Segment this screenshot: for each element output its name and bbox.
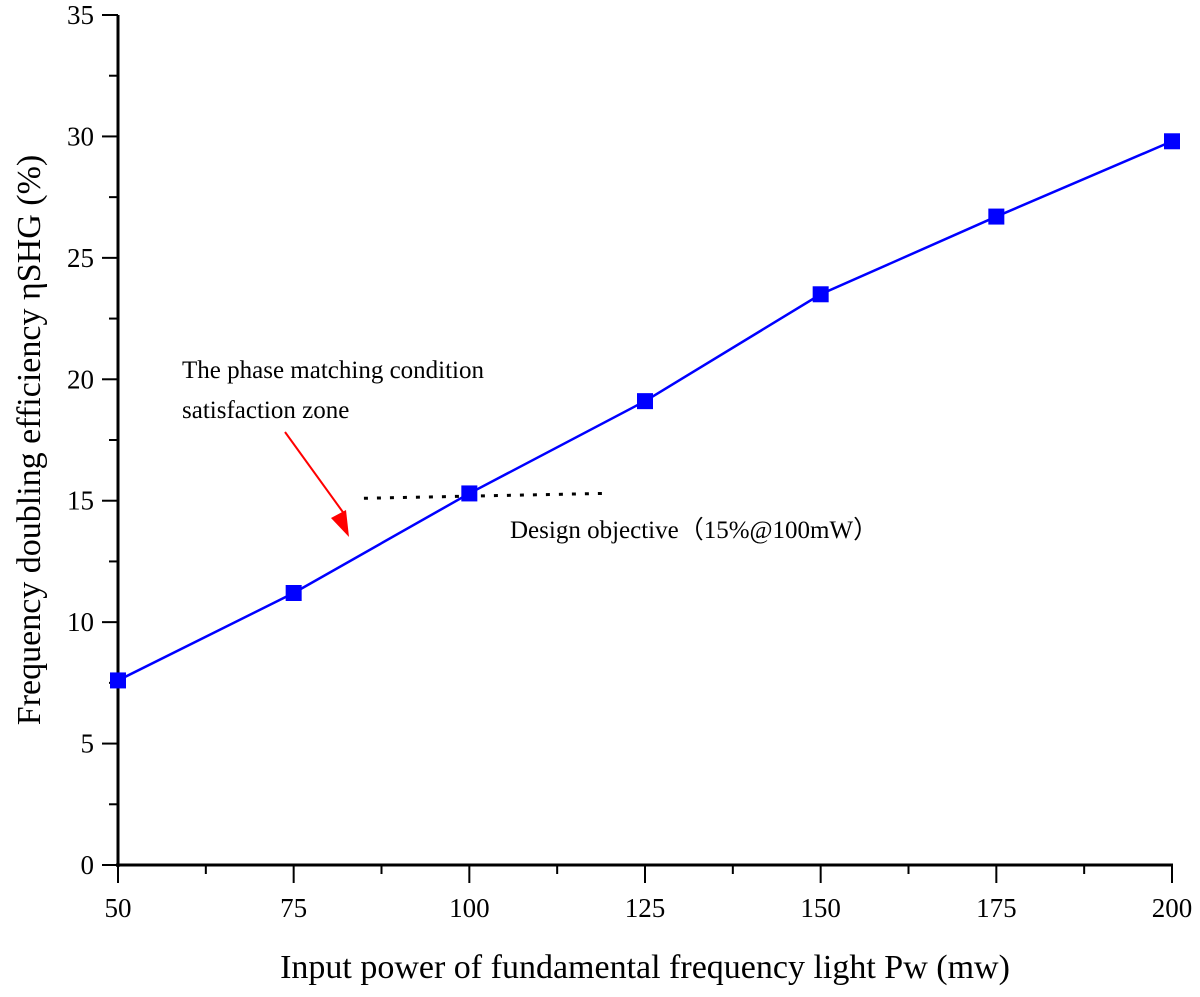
x-tick-label: 200: [1152, 893, 1193, 923]
data-point: [637, 393, 653, 410]
y-axis-label: Frequency doubling efficiency ηSHG (%): [11, 155, 48, 725]
y-tick-label: 5: [81, 729, 95, 759]
y-tick-label: 15: [67, 486, 94, 516]
x-tick-label: 150: [800, 893, 841, 923]
data-point: [1164, 133, 1180, 150]
x-axis-label: Input power of fundamental frequency lig…: [280, 949, 1010, 986]
data-point: [988, 208, 1005, 225]
data-point: [461, 485, 478, 502]
y-tick-label: 10: [67, 607, 94, 637]
x-tick-label: 125: [625, 893, 666, 923]
design-objective-line: [363, 491, 603, 500]
data-point: [110, 672, 126, 689]
y-tick-label: 30: [67, 121, 94, 151]
series: [110, 133, 1180, 689]
design-objective-dotted-line: [363, 491, 603, 500]
annotation-phase-line1: The phase matching condition: [182, 357, 485, 384]
annotation-design-objective: Design objective（15%@100mW）: [510, 516, 878, 544]
annotation-arrow: [284, 431, 349, 537]
y-tick-label: 35: [67, 0, 94, 30]
x-tick-label: 100: [449, 893, 490, 923]
x-tick-label: 50: [105, 893, 132, 923]
y-tick-label: 25: [67, 243, 94, 273]
ticks: 50 75 100 125 150 175 200 0 5 10 15 20 25 30 35: [67, 0, 1192, 923]
x-tick-label: 175: [976, 893, 1017, 923]
y-tick-label: 0: [81, 850, 95, 880]
axes: [116, 15, 1173, 867]
annotation-phase-line2: satisfaction zone: [182, 397, 349, 424]
x-tick-label: 75: [280, 893, 307, 923]
y-tick-label: 20: [67, 364, 94, 394]
data-point: [812, 286, 829, 303]
data-point: [285, 585, 302, 601]
